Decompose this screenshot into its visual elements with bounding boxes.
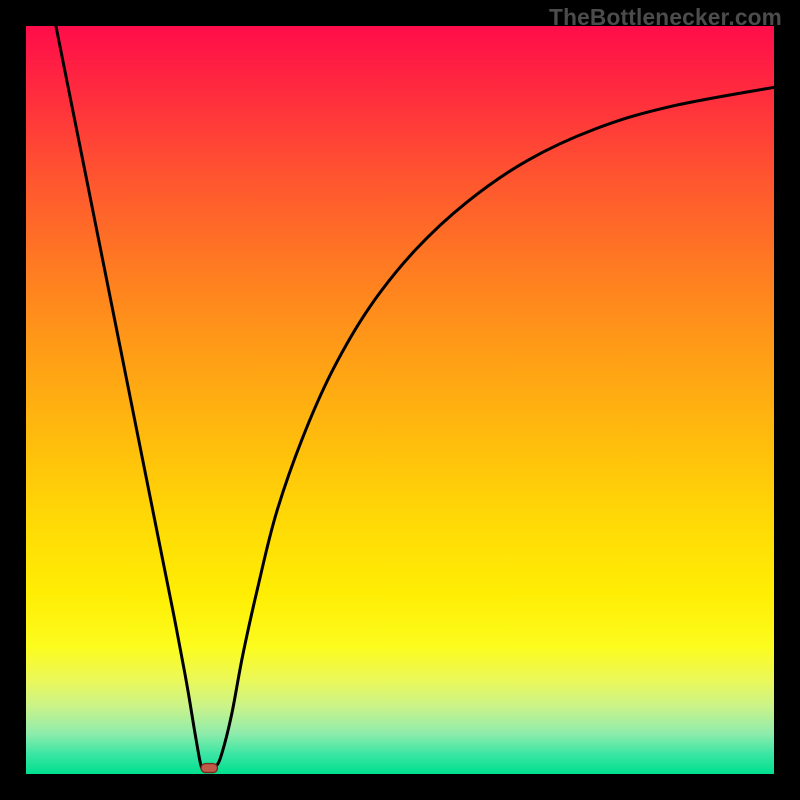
bottleneck-chart: TheBottlenecker.com xyxy=(0,0,800,800)
optimal-point-marker xyxy=(201,764,217,773)
chart-canvas xyxy=(0,0,800,800)
watermark-text: TheBottlenecker.com xyxy=(549,4,782,31)
